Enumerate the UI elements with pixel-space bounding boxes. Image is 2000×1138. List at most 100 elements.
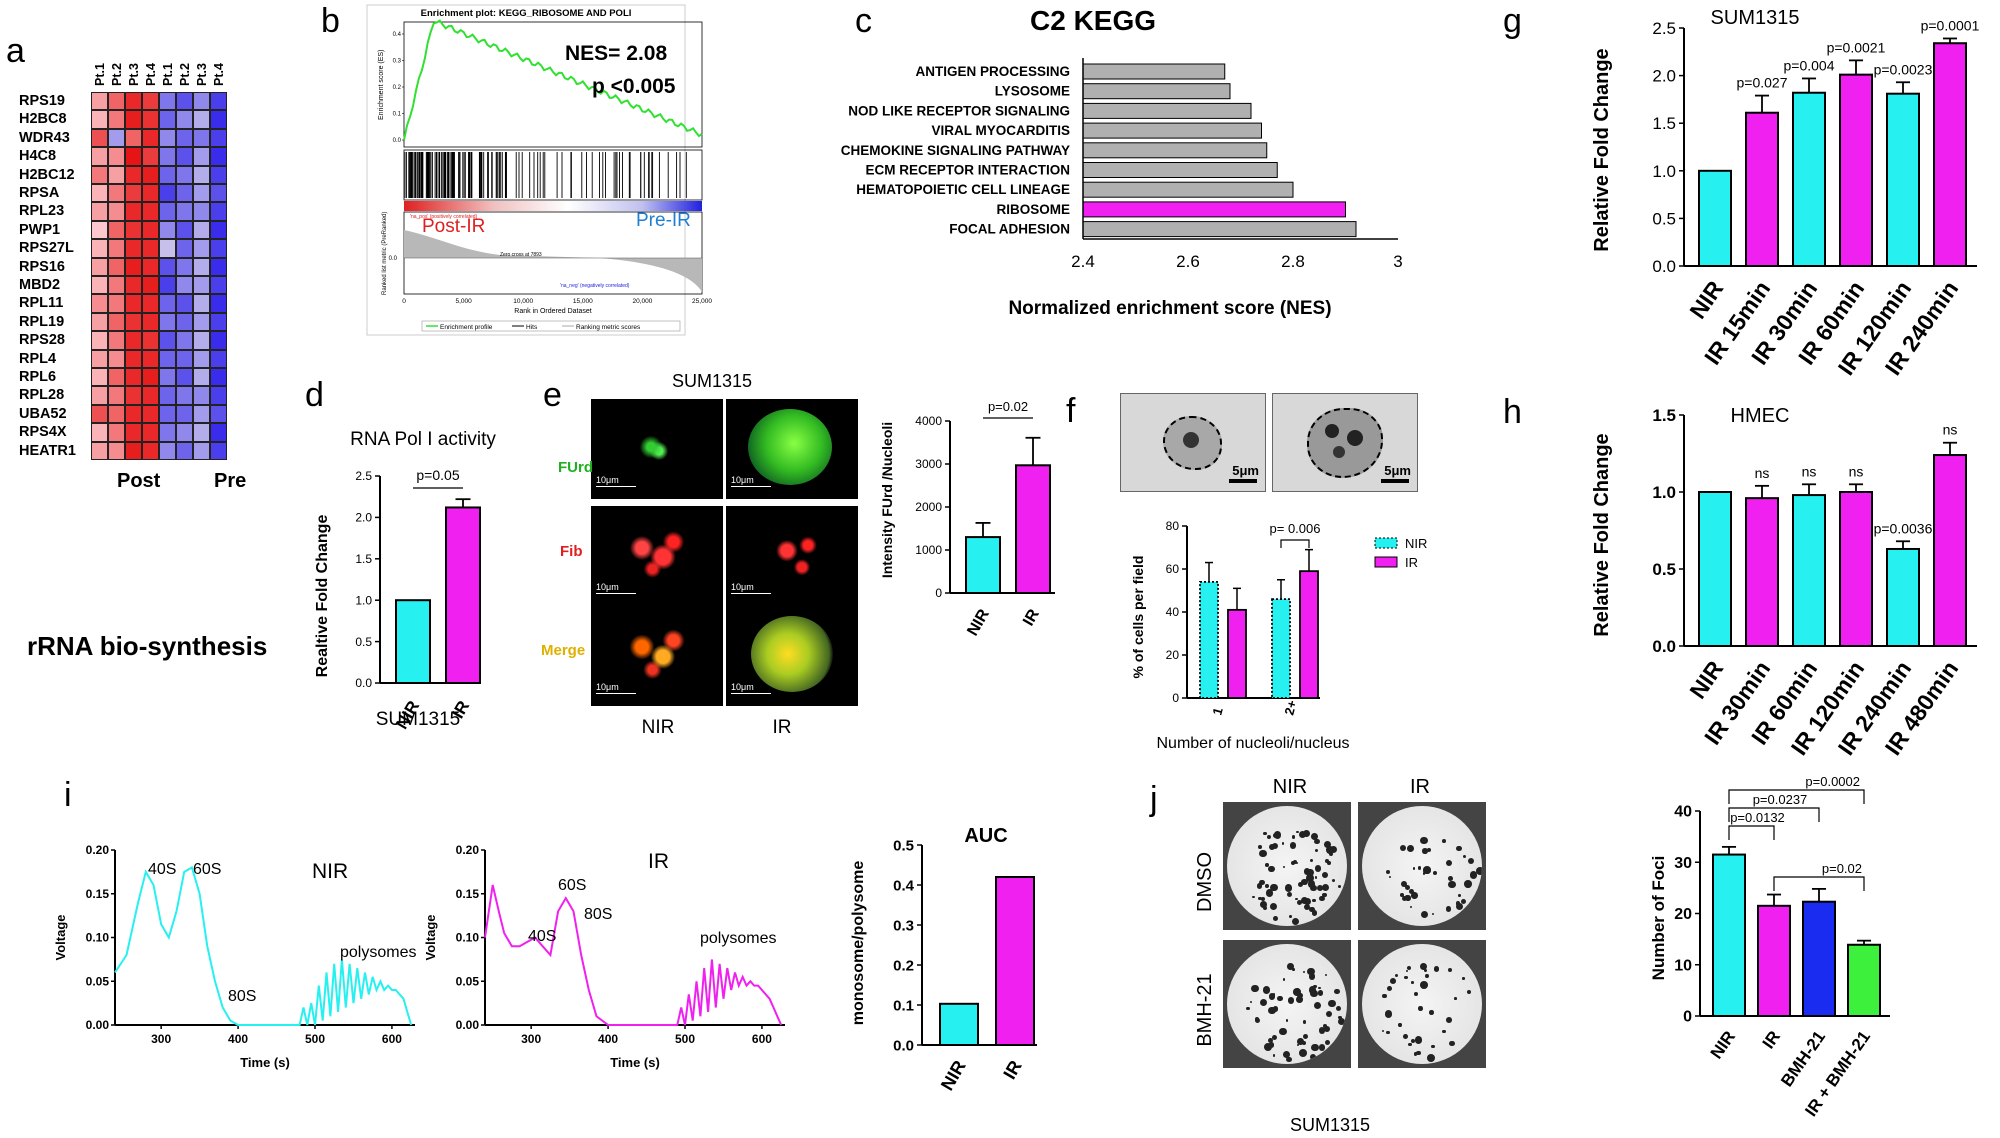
y-tick: 2.0 — [355, 511, 372, 525]
data-bar — [1745, 497, 1779, 647]
heatmap-cell — [176, 239, 193, 258]
heatmap-cell — [210, 441, 227, 460]
gsea-hits — [403, 152, 687, 198]
es-tick: 0.4 — [393, 32, 402, 38]
furd-title: SUM1315 — [672, 371, 752, 391]
y-tick: 1.5 — [1652, 114, 1676, 133]
heatmap-cell — [125, 147, 142, 166]
row-label-fib: Fib — [560, 543, 583, 560]
heatmap-cell — [108, 386, 125, 405]
heatmap-cell — [210, 294, 227, 313]
colony-dish-image — [1358, 940, 1486, 1068]
pre-ir-label: Pre-IR — [636, 210, 691, 231]
bar-annotation: ns — [1943, 422, 1958, 438]
heatmap-cell — [108, 331, 125, 350]
heatmap-row-label: RPS19 — [19, 93, 65, 109]
panel-label-c: c — [855, 2, 872, 40]
heatmap-cell — [91, 349, 108, 368]
hmec-title: HMEC — [1731, 405, 1790, 427]
y-tick: 4000 — [915, 414, 942, 428]
heatmap-row-label: RPS4X — [19, 424, 67, 441]
scalebar-label: 10μm — [731, 682, 754, 692]
row-label-merge: Merge — [541, 642, 585, 659]
heatmap-cell — [125, 165, 142, 184]
heatmap-cell — [125, 312, 142, 332]
heatmap-cell — [210, 110, 227, 129]
heatmap-cell — [108, 239, 125, 258]
ir-profile-title: IR — [648, 850, 669, 873]
kegg-category-label: HEMATOPOIETIC CELL LINEAGE — [856, 182, 1070, 197]
micrograph: 10μm — [726, 399, 858, 499]
heatmap-row-label: RPL28 — [19, 387, 65, 404]
heatmap-cell — [125, 220, 142, 240]
rank-x-tick: 5,000 — [455, 298, 472, 305]
colony-row-bmh21: BMH-21 — [1194, 973, 1216, 1046]
heatmap-cell — [159, 92, 176, 111]
heatmap-cell — [142, 441, 159, 460]
rank-x-tick: 15,000 — [573, 298, 593, 305]
ir-profile-line — [484, 884, 783, 1026]
y-tick: 40 — [1674, 804, 1692, 821]
y-tick: 1.0 — [1652, 162, 1676, 181]
scalebar-label: 5μm — [1232, 463, 1259, 478]
heatmap-cell — [91, 404, 108, 424]
heatmap-cell — [193, 312, 210, 332]
data-bar — [1886, 547, 1920, 647]
heatmap-cell — [176, 110, 193, 129]
heatmap-cell — [108, 404, 125, 424]
y-tick: 0.5 — [1652, 209, 1676, 228]
sig-bracket — [1728, 789, 1865, 804]
kegg-category-label: RIBOSOME — [996, 202, 1070, 217]
panel-label-a: a — [6, 32, 25, 70]
heatmap-cell — [108, 441, 125, 460]
pos-corr-note: 'na_pos' (positively correlated) — [410, 214, 478, 220]
y-tick: 2.0 — [1652, 67, 1676, 86]
heatmap-cell — [193, 128, 210, 148]
y-tick: 40 — [1166, 605, 1180, 619]
heatmap-cell — [91, 441, 108, 460]
scalebar-label: 10μm — [596, 682, 619, 692]
heatmap-cell — [176, 147, 193, 166]
heatmap-cell — [125, 386, 142, 405]
heatmap-cell — [193, 368, 210, 387]
rank-x-tick: 20,000 — [632, 298, 652, 305]
colony-row-dmso: DMSO — [1194, 852, 1216, 912]
heatmap-cell — [142, 276, 159, 295]
colony-dish-image — [1358, 802, 1486, 930]
nes-value: NES= 2.08 — [565, 42, 667, 65]
heatmap-cell — [159, 257, 176, 276]
heatmap-cell — [176, 220, 193, 240]
heatmap-cell — [210, 404, 227, 424]
x-category-label: NIR — [1707, 1027, 1739, 1062]
bar-annotation: p=0.0023 — [1874, 61, 1933, 77]
bar-annotation: ns — [1755, 465, 1770, 481]
kegg-x-tick: 2.6 — [1176, 252, 1200, 271]
heatmap-cell — [176, 165, 193, 184]
time-axis-label: Time (s) — [610, 1055, 660, 1070]
heatmap-cell — [91, 331, 108, 350]
heatmap-cell — [108, 294, 125, 313]
heatmap-cell — [210, 147, 227, 166]
nucleoli-ylabel: % of cells per field — [1130, 556, 1146, 679]
bar-annotation: p=0.0021 — [1827, 39, 1886, 55]
heatmap-row-label: MBD2 — [19, 277, 61, 293]
sig-bracket — [1728, 807, 1820, 822]
data-bar — [1745, 111, 1779, 267]
heatmap-cell — [91, 423, 108, 442]
heatmap-cell — [210, 239, 227, 258]
y-tick: 0 — [1172, 691, 1179, 705]
heatmap-cell — [159, 239, 176, 258]
heatmap-row-label: RPL23 — [19, 203, 65, 220]
heatmap-row-label: PWP1 — [19, 221, 61, 238]
foci-pvalue: p=0.0237 — [1753, 792, 1808, 807]
y-tick: 0.00 — [456, 1018, 480, 1032]
y-tick: 60 — [1166, 562, 1180, 576]
heatmap-cell — [176, 294, 193, 313]
data-bar — [1933, 454, 1967, 648]
zero-cross-note: Zero cross at 7893 — [500, 252, 542, 258]
x-category-label: IR — [1759, 1027, 1784, 1052]
legend-ir: IR — [1405, 555, 1418, 570]
data-bar — [1015, 464, 1051, 595]
y-tick: 1.5 — [1652, 406, 1676, 425]
heatmap-row-label: WDR43 — [19, 129, 70, 146]
